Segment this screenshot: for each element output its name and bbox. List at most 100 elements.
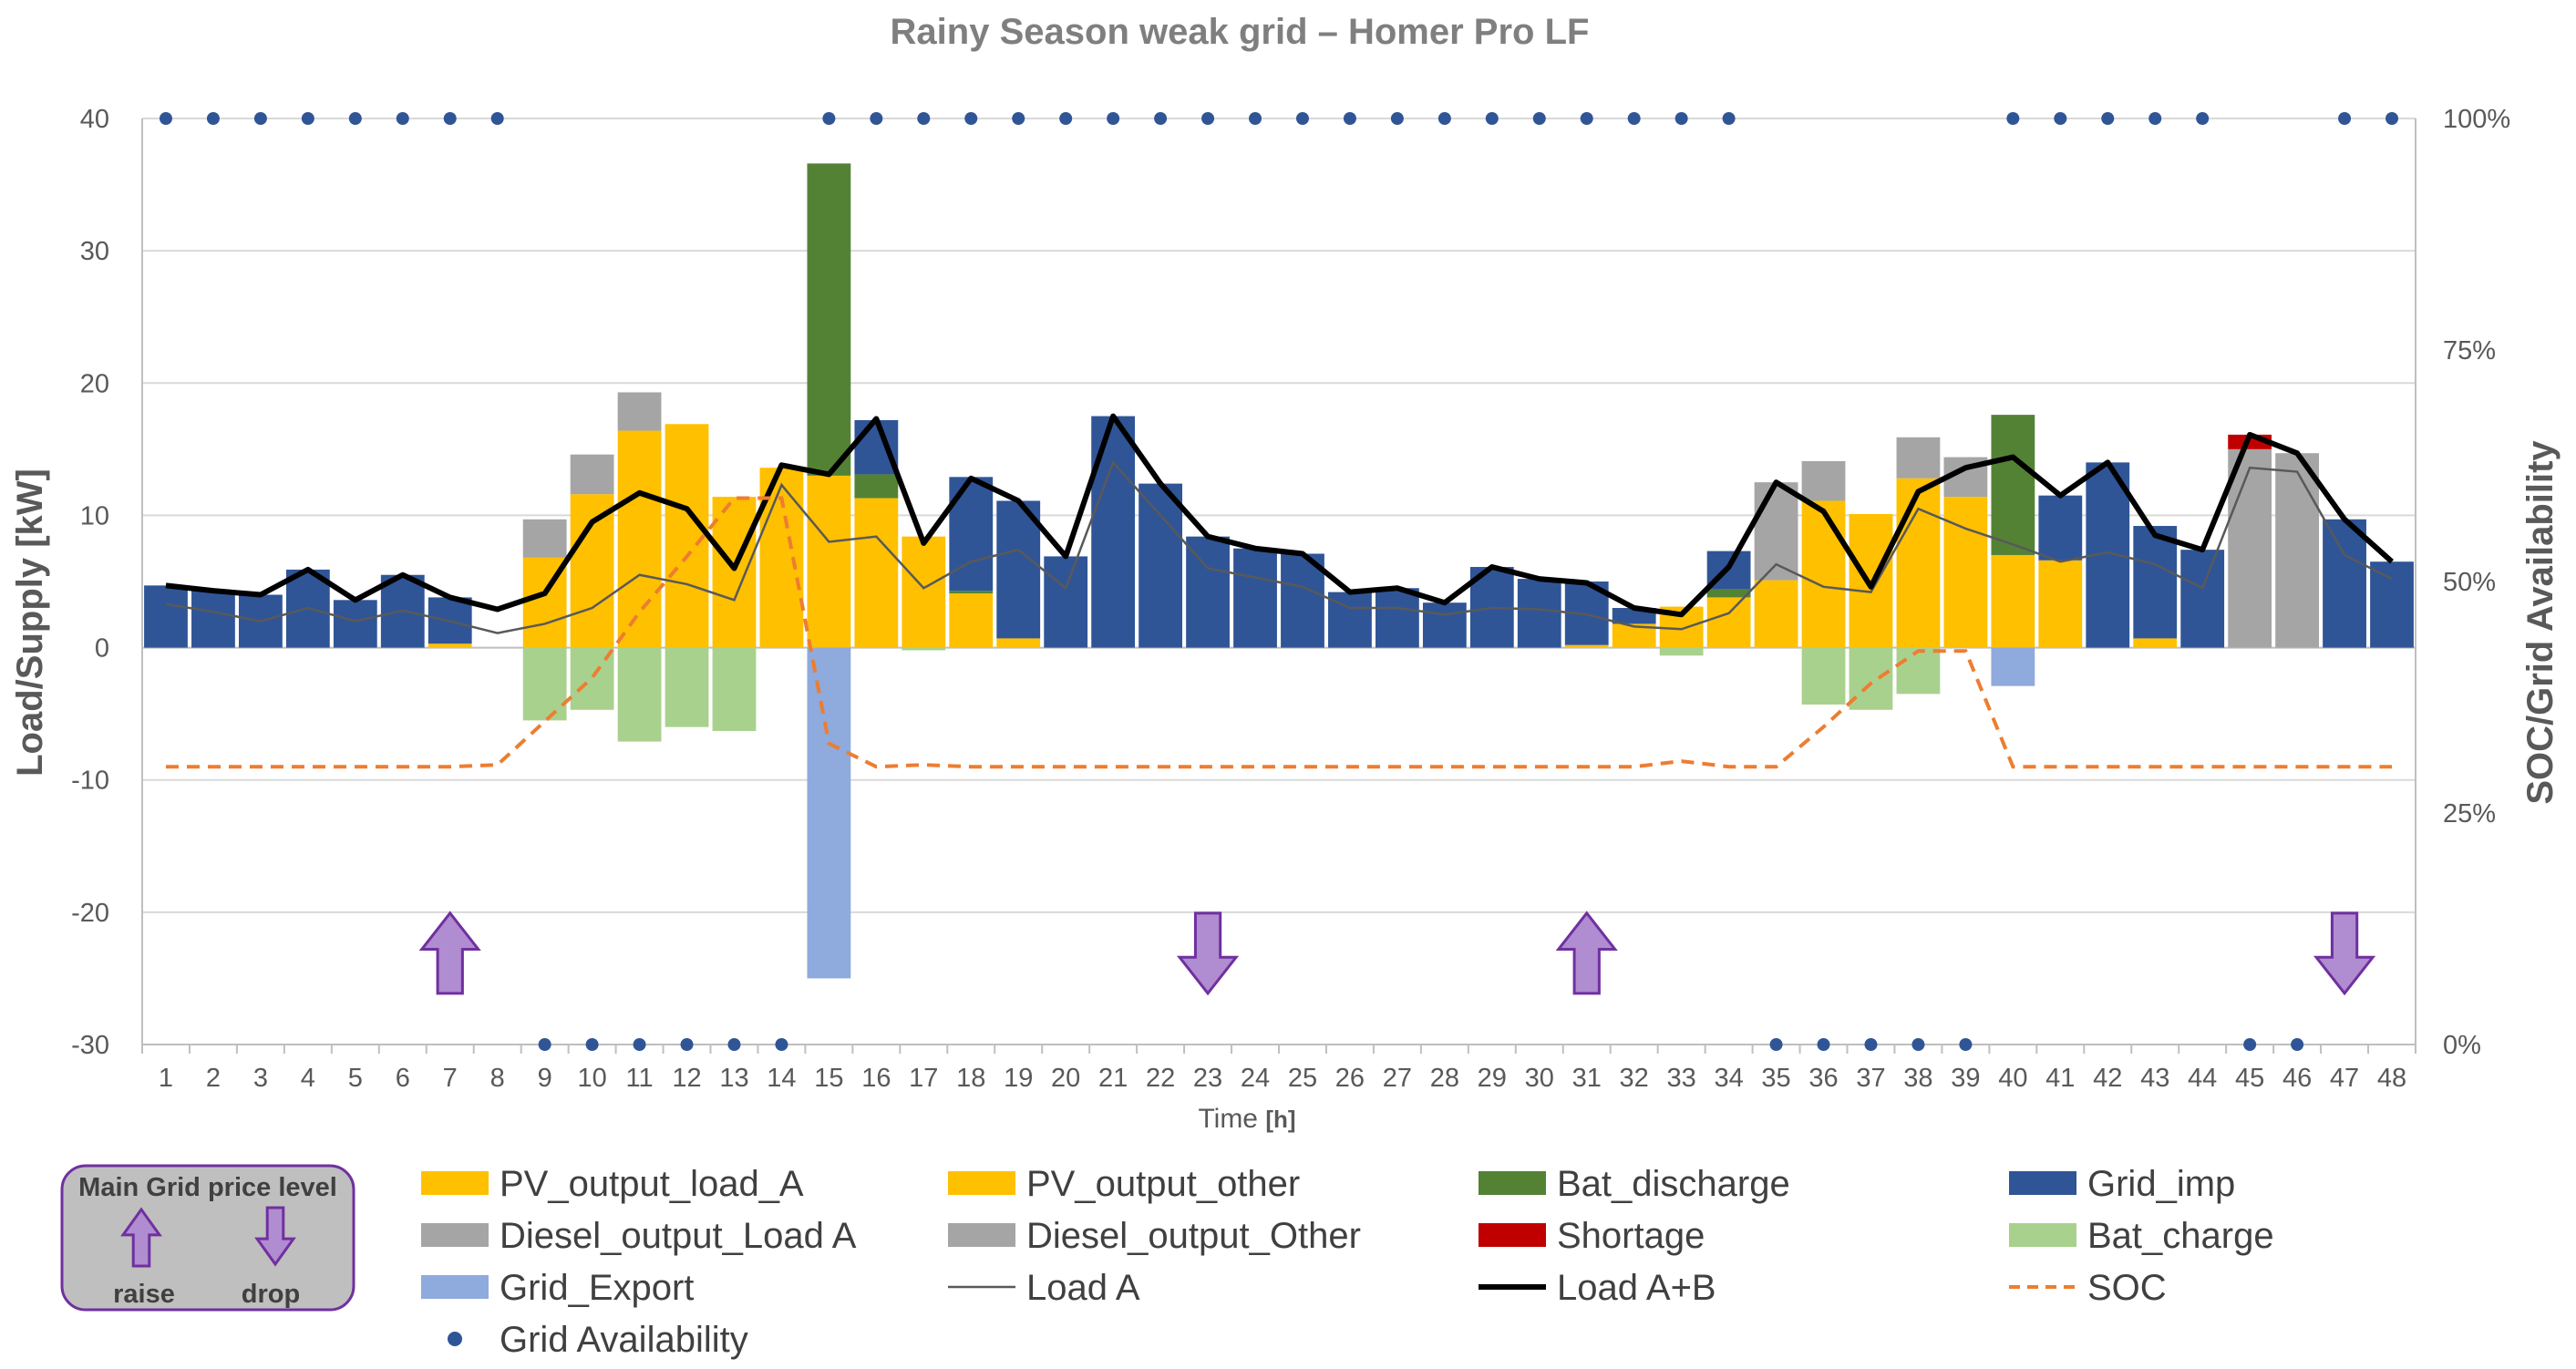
x-axis-label-unit: [h] xyxy=(1265,1106,1295,1133)
bar-bat-charge xyxy=(1801,647,1846,705)
x-tick-label: 18 xyxy=(956,1064,985,1093)
bar-pv-output-load-a xyxy=(570,494,614,648)
grid-availability-point xyxy=(1390,112,1404,125)
y-tick-label: -10 xyxy=(71,767,109,796)
legend: PV_output_load_A PV_output_other Bat_disch… xyxy=(421,1164,2274,1360)
x-tick-label: 38 xyxy=(1903,1064,1932,1093)
price-box-raise-label: raise xyxy=(113,1280,175,1309)
x-tick-label: 2 xyxy=(206,1064,221,1093)
legend-swatch-grid-export xyxy=(421,1275,489,1299)
legend-label-bat-charge: Bat_charge xyxy=(2087,1216,2274,1256)
bar-grid-imp xyxy=(333,600,377,648)
legend-label-diesel-output-other: Diesel_output_Other xyxy=(1026,1216,1361,1256)
grid-availability-point xyxy=(1012,112,1025,125)
y2-tick-label: 0% xyxy=(2443,1031,2481,1060)
x-tick-label: 32 xyxy=(1620,1064,1649,1093)
grid-availability-point xyxy=(1769,1038,1783,1051)
x-tick-label: 28 xyxy=(1430,1064,1459,1093)
x-tick-label: 26 xyxy=(1335,1064,1365,1093)
legend-swatch-grid-imp xyxy=(2009,1171,2076,1195)
x-tick-label: 1 xyxy=(159,1064,173,1093)
chart-title: Rainy Season weak grid – Homer Pro LF xyxy=(891,12,1590,52)
grid-availability-point xyxy=(206,112,220,125)
y2-tick-label: 75% xyxy=(2443,336,2496,365)
x-tick-label: 8 xyxy=(490,1064,505,1093)
x-tick-label: 7 xyxy=(443,1064,458,1093)
x-tick-label: 11 xyxy=(626,1064,654,1093)
legend-swatch-pv-output-load-a xyxy=(421,1171,489,1195)
bar-bat-charge xyxy=(1849,647,1893,710)
bar-pv-output-load-a xyxy=(1754,580,1798,648)
x-tick-label: 20 xyxy=(1051,1064,1080,1093)
grid-availability-point xyxy=(1249,112,1262,125)
grid-availability-point xyxy=(2054,112,2067,125)
x-tick-label: 19 xyxy=(1004,1064,1033,1093)
legend-label-shortage: Shortage xyxy=(1557,1216,1705,1256)
x-tick-label: 46 xyxy=(2282,1064,2312,1093)
legend-label-pv-output-load-a: PV_output_load_A xyxy=(500,1164,804,1204)
x-tick-label: 31 xyxy=(1572,1064,1602,1093)
x-tick-label: 5 xyxy=(348,1064,363,1093)
y2-tick-label: 50% xyxy=(2443,568,2496,597)
bar-pv-output-load-a xyxy=(712,497,757,648)
bar-diesel-output-load-a xyxy=(522,519,567,558)
grid-availability-point xyxy=(1674,112,1688,125)
bar-grid-imp xyxy=(144,585,188,648)
x-tick-label: 21 xyxy=(1098,1064,1128,1093)
x-tick-label: 17 xyxy=(909,1064,938,1093)
grid-availability-point xyxy=(490,112,504,125)
grid-availability-point xyxy=(1107,112,1120,125)
grid-availability-point xyxy=(2338,112,2352,125)
price-box-raise-arrow xyxy=(120,1207,162,1268)
price-level-box: Main Grid price level raise drop xyxy=(60,1164,355,1312)
x-tick-label: 41 xyxy=(2045,1064,2075,1093)
grid-availability-point xyxy=(538,1038,551,1051)
bar-pv-output-load-a xyxy=(902,536,946,648)
bar-diesel-output-load-a xyxy=(1896,437,1941,479)
bar-pv-output-load-a xyxy=(2038,560,2083,648)
x-tick-label: 35 xyxy=(1761,1064,1790,1093)
price-arrow-down xyxy=(2313,911,2376,996)
bar-grid-imp xyxy=(2133,526,2178,639)
grid-availability-point xyxy=(775,1038,788,1051)
bar-diesel-output-load-a xyxy=(2228,448,2272,648)
bar-grid-imp xyxy=(949,477,994,592)
x-tick-label: 34 xyxy=(1714,1064,1743,1093)
x-tick-label: 39 xyxy=(1951,1064,1980,1093)
grid-availability-point xyxy=(1201,112,1215,125)
grid-availability-point xyxy=(1580,112,1593,125)
x-axis-label-text: Time xyxy=(1198,1104,1258,1134)
grid-availability-point xyxy=(443,112,457,125)
bar-grid-imp xyxy=(2180,550,2225,648)
x-tick-label: 47 xyxy=(2330,1064,2359,1093)
price-box-frame xyxy=(60,1164,355,1312)
bar-grid-imp xyxy=(2370,561,2414,648)
x-tick-label: 13 xyxy=(719,1064,748,1093)
grid-availability-point xyxy=(1154,112,1168,125)
grid-availability-point xyxy=(2006,112,2020,125)
y-tick-label: 10 xyxy=(80,501,109,530)
bar-grid-imp xyxy=(2323,519,2366,648)
bar-grid-export xyxy=(1991,647,2035,686)
legend-swatch-bat-discharge xyxy=(1479,1171,1546,1195)
bar-pv-output-load-a xyxy=(428,643,472,648)
legend-label-pv-output-other: PV_output_other xyxy=(1026,1164,1300,1204)
y2-axis-label: SOC/Grid Availability xyxy=(2520,440,2561,805)
grid-availability-point xyxy=(1485,112,1499,125)
bar-bat-charge xyxy=(522,647,567,721)
y-tick-label: -20 xyxy=(71,899,109,928)
line-load-a xyxy=(165,460,2393,634)
bar-pv-output-load-a xyxy=(1943,497,1988,648)
bar-bat-discharge xyxy=(807,163,851,476)
x-tick-label: 12 xyxy=(672,1064,701,1093)
x-tick-label: 14 xyxy=(767,1064,796,1093)
bar-grid-imp xyxy=(191,591,235,648)
legend-swatch-grid-availability xyxy=(448,1332,462,1346)
bar-pv-output-load-a xyxy=(807,475,851,648)
grid-availability-point xyxy=(1059,112,1073,125)
bar-pv-output-load-a xyxy=(1706,597,1751,648)
line-load-a-b xyxy=(165,413,2395,618)
grid-availability-point xyxy=(396,112,409,125)
y-tick-label: 40 xyxy=(80,105,109,134)
